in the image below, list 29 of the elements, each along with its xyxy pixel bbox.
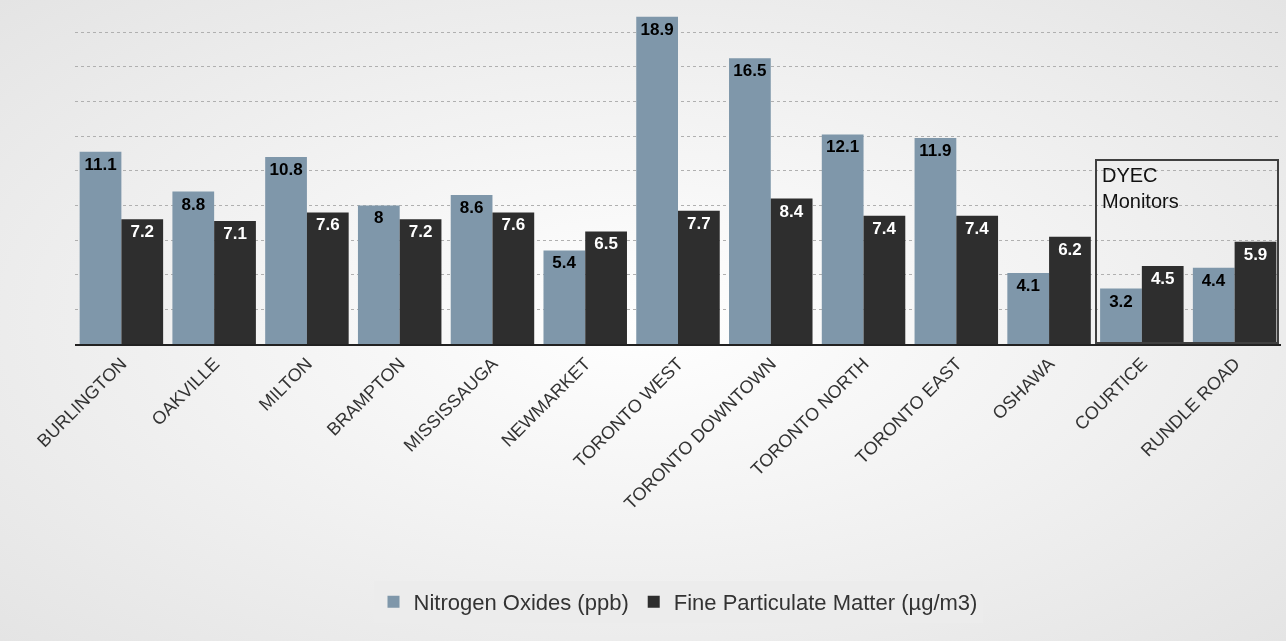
data-label: 11.9 [919, 140, 952, 160]
data-label: 7.6 [501, 215, 526, 235]
data-label: 8.6 [459, 198, 484, 218]
data-label: 11.1 [84, 154, 117, 174]
data-label: 7.4 [965, 218, 990, 238]
data-label: 7.4 [872, 218, 897, 238]
data-label: 6.2 [1058, 239, 1082, 259]
annotation: DYEC Monitors [1102, 164, 1179, 212]
data-label: 6.5 [594, 234, 618, 254]
data-label: 4.1 [1016, 276, 1041, 296]
data-label: 8 [374, 208, 384, 228]
data-label: 10.8 [269, 159, 303, 179]
data-label: 18.9 [640, 19, 674, 39]
data-label: 8.8 [181, 194, 206, 214]
data-label: 5.4 [552, 253, 577, 273]
data-label: 8.4 [779, 201, 804, 221]
data-label: 16.5 [733, 61, 767, 81]
data-label: 7.6 [315, 215, 340, 235]
data-label: 7.2 [130, 222, 155, 242]
legend-label: Fine Particulate Matter (µg/m3) [673, 590, 978, 616]
data-label: 4.5 [1150, 269, 1175, 289]
data-label: 3.2 [1109, 291, 1133, 311]
data-label: 12.1 [826, 137, 860, 157]
data-label: 7.2 [408, 222, 433, 242]
data-label: 5.9 [1243, 244, 1268, 264]
data-label: 4.4 [1201, 270, 1226, 290]
data-label: 7.7 [687, 213, 711, 233]
legend-label: Nitrogen Oxides (ppb) [413, 590, 629, 616]
data-label: 7.1 [223, 224, 247, 244]
